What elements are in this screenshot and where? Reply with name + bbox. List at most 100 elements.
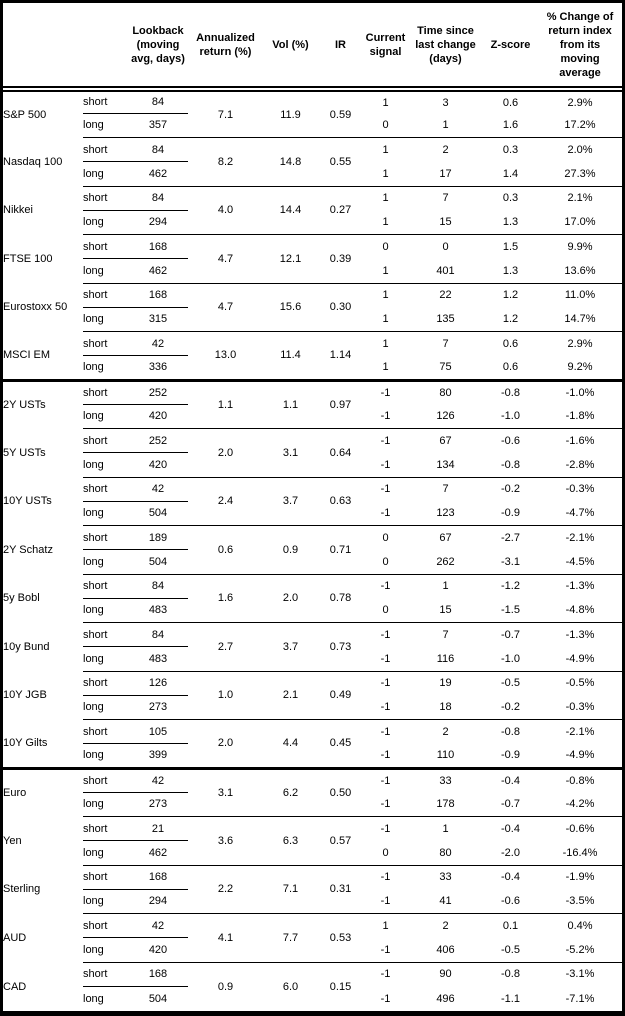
days-since-change-value: 22 [439, 289, 452, 302]
row-short: Euro short 42 3.1 6.2 0.50 -1 33 -0.4 -0.8% [3, 768, 622, 817]
signal-value: 0 [363, 549, 408, 575]
zscore-value: -0.8 [501, 968, 520, 981]
zscore-value: -0.8 [483, 452, 538, 478]
row-label-long: long [83, 501, 128, 527]
vol-value: 11.4 [263, 331, 318, 382]
instrument-name: 10Y Gilts [3, 719, 83, 770]
instrument-name: Eurostoxx 50 [3, 301, 68, 314]
vol-value: 3.7 [263, 622, 318, 672]
row-label-long: long [83, 840, 128, 866]
vol-value: 14.4 [263, 186, 318, 235]
row-short: 2Y USTs short 252 1.1 1.1 0.97 -1 80 -0.8 -1.0% [3, 380, 622, 429]
instrument-name: 2Y USTs [3, 399, 46, 411]
annualized-return-value: 2.0 [188, 428, 263, 478]
vol-value: 6.3 [263, 816, 318, 866]
ir-value: 0.63 [318, 477, 363, 526]
pct-change-value: -4.5% [538, 549, 622, 575]
lookback-value: 168 [128, 962, 188, 987]
zscore-value: 0.3 [502, 143, 519, 156]
days-since-change-value: 0 [442, 240, 449, 253]
zscore-value: -0.4 [501, 822, 520, 835]
table-header: Lookback (moving avg, days) Annualized r… [3, 3, 622, 92]
zscore-value: 1.2 [483, 307, 538, 333]
pct-change-value: 11.0% [564, 289, 596, 302]
vol-value: 7.7 [263, 913, 318, 963]
signal-value: 1 [382, 96, 389, 109]
days-since-change-value: 67 [439, 434, 452, 447]
pct-change-value: -16.4% [538, 840, 622, 866]
vol-value: 12.1 [263, 234, 318, 284]
lookback-value: 189 [128, 525, 188, 551]
days-since-change-value: 3 [442, 96, 449, 109]
signal-value: -1 [363, 695, 408, 721]
instrument-name: CAD [3, 980, 27, 993]
pct-change-value: -1.3% [565, 580, 595, 593]
signal-value: -1 [380, 580, 391, 593]
lookback-value: 315 [128, 307, 188, 333]
lookback-value: 252 [128, 428, 188, 454]
pct-change-value: 27.3% [538, 161, 622, 187]
days-since-change-value: 406 [408, 937, 483, 963]
row-label-short: short [83, 525, 128, 551]
row-label-short: short [83, 331, 128, 357]
pct-change-value: 0.4% [567, 919, 593, 932]
days-since-change-value: 33 [439, 774, 452, 787]
table-body: S&P 500 short 84 7.1 11.9 0.59 1 3 0.6 2.9% long 35… [3, 89, 622, 1011]
col-header-zscore: Z-score [483, 3, 538, 92]
row-label-long: long [83, 937, 128, 963]
header-row: Lookback (moving avg, days) Annualized r… [3, 3, 622, 92]
row-short: 10y Bund short 84 2.7 3.7 0.73 -1 7 -0.7 -1.3% [3, 622, 622, 672]
lookback-value: 42 [128, 768, 188, 793]
signal-value: -1 [380, 822, 391, 835]
ir-value: 0.64 [318, 428, 363, 478]
row-long: long 483 0 15 -1.5 -4.8% [3, 598, 622, 624]
pct-change-value: 2.1% [567, 192, 593, 205]
instrument-name: Nikkei [3, 204, 33, 217]
instrument-name: Euro [3, 787, 27, 799]
days-since-change-value: 19 [439, 677, 452, 690]
zscore-value: 1.4 [483, 161, 538, 187]
corner-cell [3, 3, 128, 92]
pct-change-value: -4.9% [538, 743, 622, 770]
row-long: long 420 -1 134 -0.8 -2.8% [3, 452, 622, 478]
zscore-value: -0.5 [483, 937, 538, 963]
pct-change-value: -4.8% [538, 598, 622, 624]
zscore-value: 0.6 [502, 337, 519, 350]
signal-value: -1 [380, 968, 391, 981]
annualized-return-value: 3.6 [188, 816, 263, 866]
row-short: 10Y USTs short 42 2.4 3.7 0.63 -1 7 -0.2 -0.3% [3, 477, 622, 526]
row-label-long: long [83, 307, 128, 333]
days-since-change-value: 401 [408, 258, 483, 284]
vol-value: 4.4 [263, 719, 318, 770]
row-label-long: long [83, 161, 128, 187]
days-since-change-value: 7 [442, 192, 449, 205]
days-since-change-value: 17 [408, 161, 483, 187]
annualized-return-value: 7.1 [188, 89, 263, 138]
lookback-value: 126 [128, 671, 188, 696]
lookback-value: 483 [128, 646, 188, 672]
zscore-value: -0.6 [501, 434, 520, 447]
days-since-change-value: 80 [408, 840, 483, 866]
zscore-value: -1.0 [483, 646, 538, 672]
signal-value: -1 [380, 386, 391, 399]
pct-change-value: -5.2% [538, 937, 622, 963]
vol-value: 0.9 [263, 525, 318, 575]
zscore-value: -0.2 [501, 483, 520, 496]
row-label-long: long [83, 355, 128, 382]
row-label-short: short [83, 574, 128, 599]
signal-value: 1 [382, 289, 389, 302]
days-since-change-value: 18 [408, 695, 483, 721]
lookback-value: 504 [148, 992, 168, 1005]
row-long: long 462 0 80 -2.0 -16.4% [3, 840, 622, 866]
row-label-long: long [83, 695, 128, 721]
pct-change-value: -4.7% [538, 501, 622, 527]
ir-value: 0.73 [318, 622, 363, 672]
zscore-value: -1.2 [501, 580, 520, 593]
row-label-short: short [83, 865, 128, 890]
signal-value: 0 [363, 840, 408, 866]
zscore-value: -0.9 [483, 743, 538, 770]
ir-value: 0.55 [318, 137, 363, 187]
days-since-change-value: 262 [408, 549, 483, 575]
instrument-name: 2Y Schatz [3, 543, 53, 556]
col-header-lookback: Lookback (moving avg, days) [128, 3, 188, 92]
